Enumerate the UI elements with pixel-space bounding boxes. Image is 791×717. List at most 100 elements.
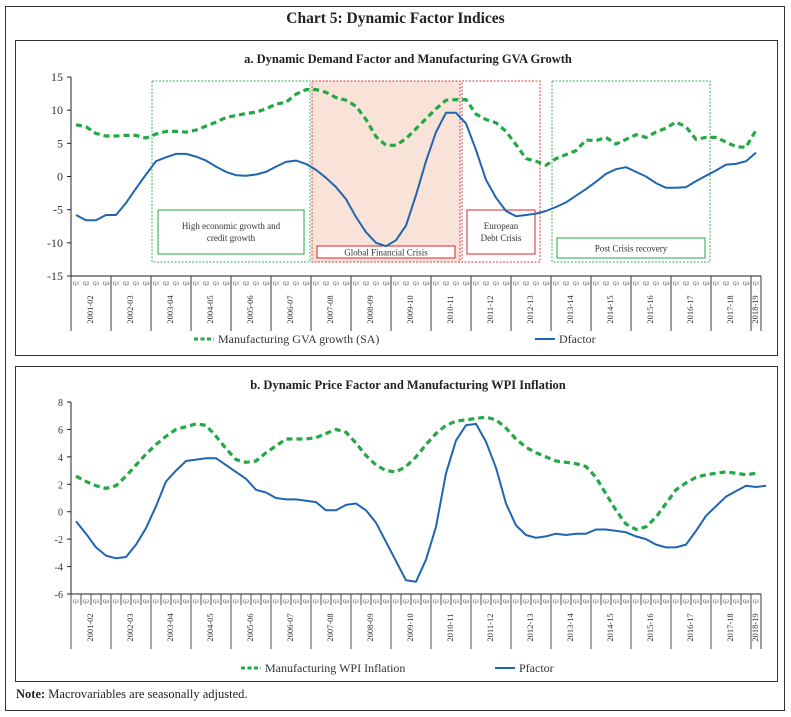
x-quarter-label: Q1	[313, 599, 320, 605]
series-line-pfactor	[75, 422, 767, 583]
y-tick-label: 2	[58, 480, 63, 491]
x-year-label: 2006-07	[285, 295, 295, 323]
x-quarter-label: Q4	[263, 599, 270, 605]
x-year-label: 2011-12	[485, 295, 495, 323]
x-quarter-label: Q2	[723, 281, 730, 287]
x-quarter-label: Q1	[753, 281, 760, 287]
y-tick-label: 0	[57, 170, 63, 184]
x-year-label: 2002-03	[125, 295, 135, 323]
x-year-label: 2015-16	[645, 613, 655, 641]
annotation-label: European	[484, 221, 519, 231]
x-quarter-label: Q4	[423, 599, 430, 605]
x-quarter-label: Q1	[73, 599, 80, 605]
x-quarter-label: Q2	[83, 599, 90, 605]
chart-frame	[5, 6, 785, 711]
x-quarter-label: Q4	[303, 599, 310, 605]
x-quarter-label: Q3	[693, 281, 700, 287]
x-quarter-label: Q4	[703, 281, 710, 287]
note-text: Macrovariables are seasonally adjusted.	[45, 687, 248, 701]
legend-label: Manufacturing GVA growth (SA)	[218, 332, 379, 346]
annotation-label-box	[157, 209, 305, 255]
x-quarter-label: Q1	[553, 281, 560, 287]
x-quarter-label: Q2	[563, 599, 570, 605]
x-quarter-label: Q1	[393, 281, 400, 287]
x-quarter-label: Q1	[273, 281, 280, 287]
x-quarter-label: Q1	[633, 599, 640, 605]
x-quarter-label: Q4	[263, 281, 270, 287]
x-quarter-label: Q1	[353, 281, 360, 287]
x-year-label: 2007-08	[325, 295, 335, 323]
x-quarter-label: Q1	[153, 599, 160, 605]
y-tick-label: -10	[47, 236, 63, 250]
x-quarter-label: Q1	[73, 281, 80, 287]
x-quarter-label: Q3	[533, 599, 540, 605]
x-quarter-label: Q2	[643, 281, 650, 287]
annotation-region	[311, 80, 461, 263]
x-quarter-label: Q2	[683, 599, 690, 605]
x-year-label: 2001-02	[85, 295, 95, 323]
annotation-label-box	[556, 237, 706, 259]
panel-b	[15, 366, 778, 682]
x-quarter-label: Q2	[363, 281, 370, 287]
x-quarter-label: Q3	[733, 281, 740, 287]
x-quarter-label: Q4	[343, 599, 350, 605]
y-tick-label: 0	[58, 508, 63, 519]
x-quarter-label: Q4	[143, 599, 150, 605]
x-quarter-label: Q2	[443, 599, 450, 605]
x-quarter-label: Q4	[383, 599, 390, 605]
y-tick-label: -2	[55, 535, 63, 546]
x-quarter-label: Q1	[593, 281, 600, 287]
annotation-label: credit growth	[207, 233, 256, 243]
x-quarter-label: Q4	[223, 281, 230, 287]
x-year-label: 2003-04	[165, 613, 175, 642]
x-quarter-label: Q3	[333, 599, 340, 605]
x-quarter-label: Q4	[623, 281, 630, 287]
y-tick-label: -6	[55, 590, 63, 601]
x-year-label: 2011-12	[485, 613, 495, 641]
y-tick-label: 5	[57, 136, 63, 150]
x-quarter-label: Q2	[323, 599, 330, 605]
x-quarter-label: Q2	[123, 599, 130, 605]
x-quarter-label: Q3	[173, 599, 180, 605]
x-quarter-label: Q2	[483, 281, 490, 287]
x-quarter-label: Q3	[493, 281, 500, 287]
x-year-label: 2010-11	[445, 613, 455, 641]
annotation-label-box	[466, 209, 536, 255]
x-year-label: 2005-06	[245, 295, 255, 323]
x-quarter-label: Q2	[523, 281, 530, 287]
x-quarter-label: Q1	[433, 599, 440, 605]
x-quarter-label: Q2	[603, 281, 610, 287]
x-quarter-label: Q3	[333, 281, 340, 287]
x-quarter-label: Q1	[473, 599, 480, 605]
x-quarter-label: Q3	[653, 599, 660, 605]
x-quarter-label: Q4	[303, 281, 310, 287]
x-quarter-label: Q3	[133, 281, 140, 287]
x-quarter-label: Q1	[753, 599, 760, 605]
x-year-label: 2002-03	[125, 613, 135, 641]
x-quarter-label: Q1	[633, 281, 640, 287]
x-quarter-label: Q3	[373, 281, 380, 287]
x-quarter-label: Q3	[413, 599, 420, 605]
x-year-label: 2017-18	[725, 613, 735, 641]
annotation-region	[461, 80, 541, 263]
x-quarter-label: Q4	[463, 281, 470, 287]
chart-a-title: a. Dynamic Demand Factor and Manufacturi…	[244, 52, 572, 66]
x-quarter-label: Q1	[153, 281, 160, 287]
x-quarter-label: Q1	[233, 599, 240, 605]
x-quarter-label: Q1	[233, 281, 240, 287]
x-quarter-label: Q4	[543, 599, 550, 605]
x-quarter-label: Q2	[403, 281, 410, 287]
x-quarter-label: Q3	[453, 281, 460, 287]
x-quarter-label: Q1	[713, 599, 720, 605]
x-quarter-label: Q2	[563, 281, 570, 287]
x-quarter-label: Q3	[453, 599, 460, 605]
x-quarter-label: Q2	[723, 599, 730, 605]
x-quarter-label: Q1	[433, 281, 440, 287]
x-quarter-label: Q4	[103, 599, 110, 605]
x-quarter-label: Q1	[673, 281, 680, 287]
x-quarter-label: Q4	[583, 281, 590, 287]
x-quarter-label: Q2	[163, 281, 170, 287]
x-quarter-label: Q3	[693, 599, 700, 605]
legend-label: Dfactor	[559, 332, 596, 346]
